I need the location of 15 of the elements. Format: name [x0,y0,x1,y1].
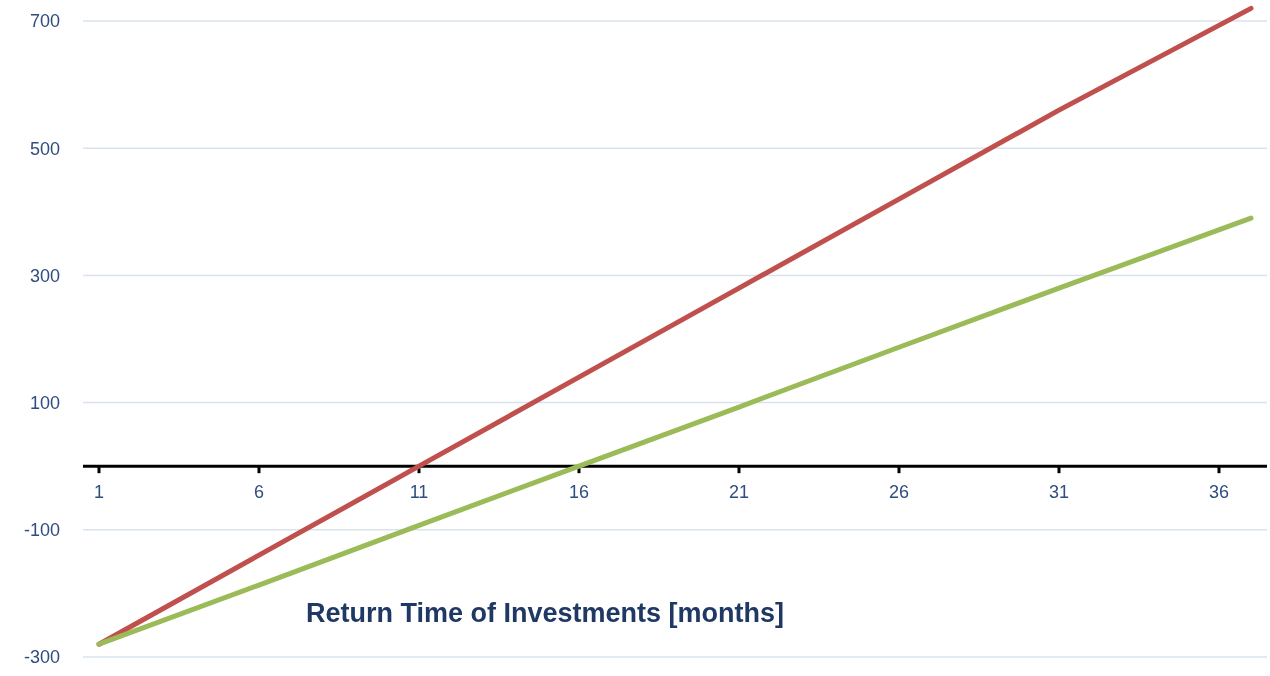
y-tick-label: -300 [23,647,60,668]
x-tick-label: 36 [1208,482,1230,503]
x-tick-label: 31 [1048,482,1070,503]
y-tick-label: 300 [29,265,60,286]
x-tick-label: 16 [568,482,590,503]
x-tick-label: 26 [888,482,910,503]
x-axis-title: Return Time of Investments [months] [305,598,785,628]
y-tick-label: -100 [23,520,60,541]
y-tick-label: 700 [29,11,60,32]
x-tick-label: 1 [93,482,105,503]
x-tick-label: 11 [409,482,429,503]
x-tick-label: 6 [253,482,265,503]
y-tick-label: 500 [29,138,60,159]
x-tick-label: 21 [728,482,750,503]
y-tick-label: 100 [29,392,60,413]
